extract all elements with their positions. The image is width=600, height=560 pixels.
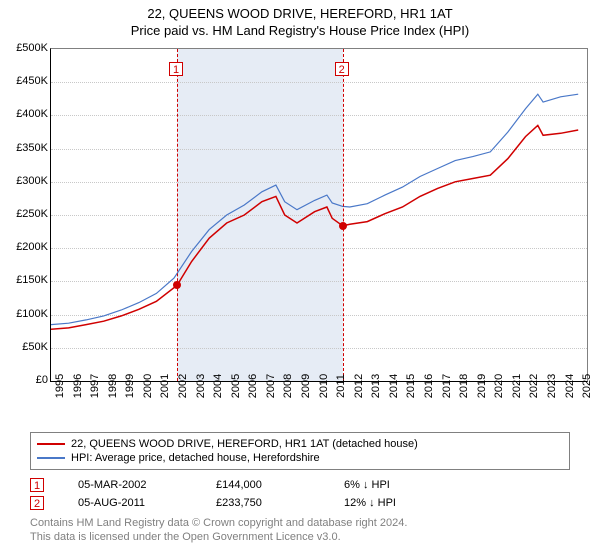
x-tick-label: 2023: [546, 374, 558, 398]
sale-date: 05-MAR-2002: [78, 479, 216, 491]
y-tick-label: £400K: [2, 108, 48, 120]
sale-row: 1 05-MAR-2002£144,0006% ↓ HPI: [30, 476, 570, 494]
x-tick-label: 2002: [177, 374, 189, 398]
sale-hpi: 12% ↓ HPI: [344, 497, 472, 509]
x-tick-label: 2024: [564, 374, 576, 398]
x-tick-label: 2025: [581, 374, 593, 398]
chart-marker-label: 1: [169, 62, 183, 76]
sale-dot: [173, 281, 181, 289]
x-tick-label: 2004: [212, 374, 224, 398]
y-tick-label: £250K: [2, 208, 48, 220]
y-tick-label: £450K: [2, 75, 48, 87]
chart-title: 22, QUEENS WOOD DRIVE, HEREFORD, HR1 1AT: [0, 0, 600, 21]
legend-item: HPI: Average price, detached house, Here…: [37, 451, 563, 465]
sale-date: 05-AUG-2011: [78, 497, 216, 509]
y-tick-label: £100K: [2, 308, 48, 320]
footer-line1: Contains HM Land Registry data © Crown c…: [30, 516, 570, 530]
y-tick-label: £300K: [2, 175, 48, 187]
sale-row: 2 05-AUG-2011£233,75012% ↓ HPI: [30, 494, 570, 512]
y-tick-label: £50K: [2, 341, 48, 353]
chart-subtitle: Price paid vs. HM Land Registry's House …: [0, 21, 600, 42]
chart-area: 1 2 £0 £50K £100K £150K £200K £250K £300K £350K £…: [0, 42, 600, 432]
x-tick-label: 2020: [493, 374, 505, 398]
legend-item: 22, QUEENS WOOD DRIVE, HEREFORD, HR1 1AT…: [37, 437, 563, 451]
series-subject: [51, 125, 578, 329]
x-tick-label: 1997: [89, 374, 101, 398]
footer-line2: This data is licensed under the Open Gov…: [30, 530, 570, 544]
legend-label: HPI: Average price, detached house, Here…: [71, 452, 320, 464]
x-tick-label: 2013: [370, 374, 382, 398]
sale-dot: [339, 222, 347, 230]
x-tick-label: 2011: [335, 374, 347, 398]
sale-price: £233,750: [216, 497, 344, 509]
x-tick-label: 2019: [476, 374, 488, 398]
x-tick-label: 2015: [405, 374, 417, 398]
x-tick-label: 2017: [441, 374, 453, 398]
y-tick-label: £150K: [2, 274, 48, 286]
legend-swatch: [37, 443, 65, 445]
y-tick-label: £500K: [2, 42, 48, 54]
chart-container: 22, QUEENS WOOD DRIVE, HEREFORD, HR1 1AT…: [0, 0, 600, 545]
y-tick-label: £350K: [2, 142, 48, 154]
x-tick-label: 2009: [300, 374, 312, 398]
x-tick-label: 2014: [388, 374, 400, 398]
x-tick-label: 2012: [353, 374, 365, 398]
x-tick-label: 1998: [107, 374, 119, 398]
legend-label: 22, QUEENS WOOD DRIVE, HEREFORD, HR1 1AT…: [71, 438, 418, 450]
x-tick-label: 2021: [511, 374, 523, 398]
x-tick-label: 2000: [142, 374, 154, 398]
x-tick-label: 2022: [528, 374, 540, 398]
x-tick-label: 2001: [159, 374, 171, 398]
legend: 22, QUEENS WOOD DRIVE, HEREFORD, HR1 1AT…: [30, 432, 570, 470]
sale-marker: 1: [30, 478, 44, 492]
line-series-svg: [51, 49, 587, 381]
x-tick-label: 2003: [195, 374, 207, 398]
x-tick-label: 2018: [458, 374, 470, 398]
chart-marker-label: 2: [335, 62, 349, 76]
legend-swatch: [37, 457, 65, 459]
sale-price: £144,000: [216, 479, 344, 491]
sale-hpi: 6% ↓ HPI: [344, 479, 472, 491]
sales-table: 1 05-MAR-2002£144,0006% ↓ HPI 2 05-AUG-2011…: [30, 476, 570, 512]
x-tick-label: 2006: [247, 374, 259, 398]
series-hpi: [51, 94, 578, 324]
x-tick-label: 2005: [230, 374, 242, 398]
x-tick-label: 2016: [423, 374, 435, 398]
x-tick-label: 1995: [54, 374, 66, 398]
x-tick-label: 2008: [282, 374, 294, 398]
footer: Contains HM Land Registry data © Crown c…: [30, 516, 570, 545]
x-tick-label: 2010: [318, 374, 330, 398]
y-tick-label: £200K: [2, 241, 48, 253]
x-tick-label: 2007: [265, 374, 277, 398]
y-tick-label: £0: [2, 374, 48, 386]
sale-marker: 2: [30, 496, 44, 510]
x-tick-label: 1999: [124, 374, 136, 398]
plot-area: [50, 48, 588, 382]
x-tick-label: 1996: [72, 374, 84, 398]
